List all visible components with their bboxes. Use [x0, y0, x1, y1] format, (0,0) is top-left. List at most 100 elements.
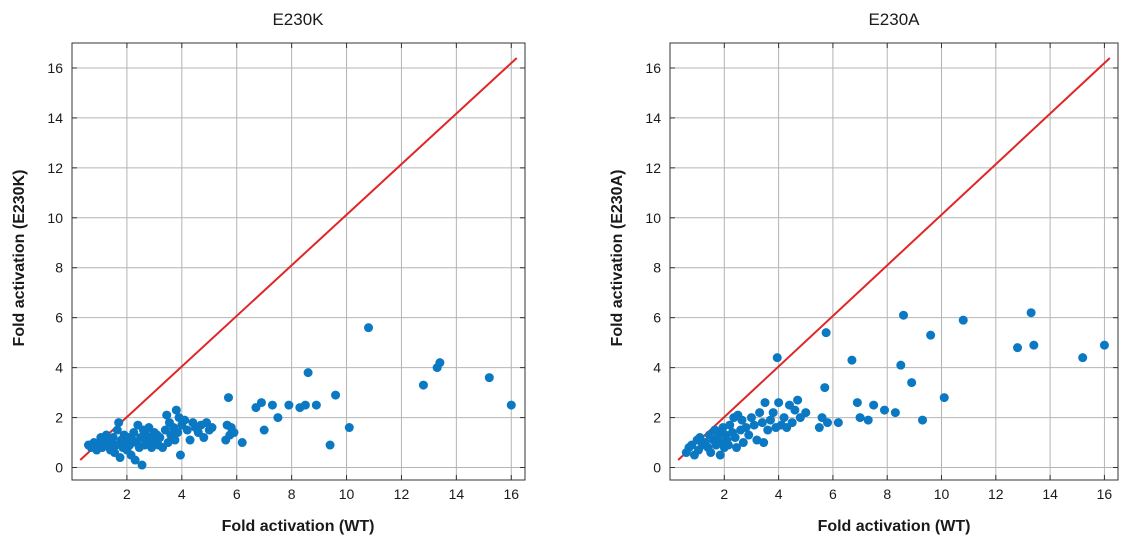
y-tick-label: 2 [653, 410, 661, 426]
x-tick-label: 14 [449, 486, 465, 502]
data-point [757, 418, 767, 428]
data-point [364, 323, 374, 333]
data-point [267, 400, 277, 410]
chart-title: E230K [272, 10, 324, 29]
y-axis-label: Fold activation (E230A) [609, 170, 626, 347]
data-point [732, 443, 742, 453]
plot-frame [71, 42, 526, 481]
chart-title: E230A [868, 10, 920, 29]
data-point [737, 415, 747, 425]
data-point [137, 460, 147, 470]
data-point [171, 405, 181, 415]
data-point [718, 423, 728, 433]
data-point [163, 438, 173, 448]
x-tick-label: 16 [1097, 486, 1113, 502]
x-tick-label: 4 [775, 486, 783, 502]
data-point [793, 395, 803, 405]
y-tick-label: 2 [55, 410, 63, 426]
data-point [801, 408, 811, 418]
data-point [229, 428, 239, 438]
y-tick-label: 10 [645, 210, 661, 226]
data-point [814, 423, 824, 433]
data-point [760, 398, 770, 408]
x-tick-label: 12 [988, 486, 1004, 502]
data-point [759, 438, 769, 448]
data-point [175, 450, 185, 460]
data-point [723, 440, 733, 450]
data-point [311, 400, 321, 410]
data-point [890, 408, 900, 418]
data-point [847, 355, 857, 365]
y-tick-label: 0 [55, 460, 63, 476]
y-tick-label: 16 [645, 60, 661, 76]
data-point [899, 310, 909, 320]
data-point [331, 390, 341, 400]
data-point [155, 433, 165, 443]
y-tick-label: 4 [653, 360, 661, 376]
data-point [790, 405, 800, 415]
x-tick-label: 2 [123, 486, 131, 502]
data-point [879, 405, 889, 415]
data-point [1029, 340, 1039, 350]
data-point [746, 413, 756, 423]
data-point [774, 398, 784, 408]
x-tick-label: 14 [1042, 486, 1058, 502]
x-tick-label: 8 [288, 486, 296, 502]
data-point [715, 450, 725, 460]
data-point [199, 433, 209, 443]
data-point [185, 435, 195, 445]
data-point [749, 420, 759, 430]
reference-line [677, 57, 1111, 461]
data-point [779, 413, 789, 423]
data-point [284, 400, 294, 410]
y-tick-label: 14 [645, 110, 661, 126]
data-point [752, 435, 762, 445]
data-point [237, 438, 247, 448]
data-point [170, 435, 180, 445]
y-tick-label: 0 [653, 460, 661, 476]
data-point [730, 433, 740, 443]
data-point [418, 380, 428, 390]
data-point [1099, 340, 1109, 350]
data-point [833, 418, 843, 428]
data-point [907, 378, 917, 388]
data-point [939, 393, 949, 403]
y-tick-label: 12 [47, 160, 63, 176]
data-point [273, 413, 283, 423]
data-point [918, 415, 928, 425]
chart-e230a: E230A Fold activation (WT) Fold activati… [609, 10, 1119, 535]
data-point [741, 423, 751, 433]
data-point [821, 328, 831, 338]
x-tick-label: 12 [394, 486, 410, 502]
data-point [725, 420, 735, 430]
reference-line [79, 57, 518, 461]
data-point [484, 373, 494, 383]
data-point [259, 425, 269, 435]
data-point [173, 428, 183, 438]
y-tick-label: 4 [55, 360, 63, 376]
data-point [130, 455, 140, 465]
x-axis-label: Fold activation (WT) [818, 518, 971, 535]
x-tick-label: 6 [233, 486, 241, 502]
x-tick-label: 10 [339, 486, 355, 502]
data-point [869, 400, 879, 410]
plot-frame [669, 42, 1119, 481]
data-point [744, 430, 754, 440]
data-point [108, 433, 118, 443]
y-tick-label: 10 [47, 210, 63, 226]
y-tick-label: 6 [653, 310, 661, 326]
data-point [1026, 308, 1036, 318]
data-point [765, 415, 775, 425]
y-tick-label: 16 [47, 60, 63, 76]
data-point [115, 453, 125, 463]
data-point [958, 315, 968, 325]
x-tick-label: 6 [829, 486, 837, 502]
data-point [926, 330, 936, 340]
data-point [820, 383, 830, 393]
data-point [114, 418, 124, 428]
data-point [162, 410, 172, 420]
data-point [863, 415, 873, 425]
data-point [129, 428, 139, 438]
data-point [344, 423, 354, 433]
